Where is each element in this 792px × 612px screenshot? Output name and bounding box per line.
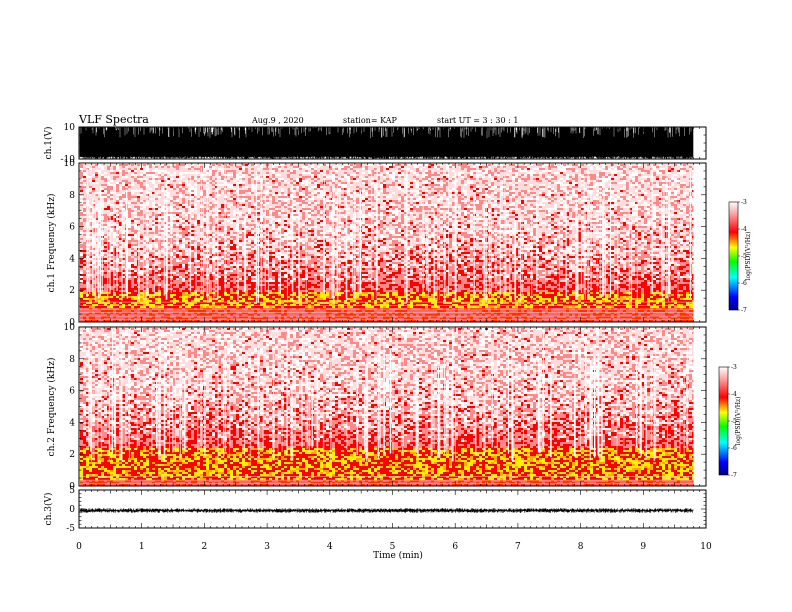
y-tick-label: 2 [69, 450, 75, 460]
y-tick-label: 0 [69, 318, 75, 328]
ch2-spectrogram-ticks: 0 2 4 6 8 10 [64, 323, 707, 492]
x-tick-label: 3 [264, 542, 270, 552]
y-tick-label: 6 [69, 387, 75, 397]
y-tick-label: 5 [69, 486, 75, 496]
ch3-waveform-trace [79, 508, 694, 513]
y-tick-label: 10 [64, 323, 76, 333]
x-tick-label: 10 [700, 542, 712, 552]
x-tick-label: 4 [327, 542, 333, 552]
figure-title: VLF Spectra [78, 113, 149, 126]
y-tick-label: 8 [69, 191, 75, 201]
colorbar-tick-label: -3 [731, 364, 737, 371]
ch3-waveform-panel: 5 0 -5 ch.3(V) [43, 486, 707, 534]
ch1-spectrogram-panel: 0 2 4 6 8 10 ch.1 Frequency (kHz) -3 -4 -5 -6 -7 … [46, 159, 752, 328]
ch3-waveform-ticks: 5 0 -5 [66, 486, 707, 534]
y-tick-label: 10 [64, 123, 76, 133]
ch2-spectrogram-panel: 0 2 4 6 8 10 ch.2 Frequency (kHz) -3 -4 -5 -6 -7 … [46, 323, 742, 492]
x-tick-label: 8 [578, 542, 584, 552]
colorbar-tick-label: -7 [741, 307, 747, 314]
y-tick-label: 8 [69, 355, 75, 365]
start-time-label: start UT = 3 : 30 : 1 [437, 116, 518, 125]
x-tick-label: 9 [640, 542, 646, 552]
x-tick-label: 7 [515, 542, 521, 552]
waveform-samples [79, 508, 694, 513]
ch2-spectrogram-ylabel: ch.2 Frequency (kHz) [46, 358, 57, 457]
date-label: Aug.9 , 2020 [251, 116, 304, 125]
colorbar-tick-label: -3 [741, 199, 747, 206]
x-tick-label: 6 [452, 542, 458, 552]
ch1-waveform-trace [79, 127, 694, 159]
y-tick-label: 6 [69, 223, 75, 233]
colorbar-tick-label: -4 [731, 391, 737, 398]
ch3-waveform-ylabel: ch.3(V) [43, 493, 54, 526]
ch1-colorbar-scale [728, 201, 739, 311]
colorbar-tick-label: -4 [741, 226, 747, 233]
ch1-waveform-ylabel: ch.1(V) [43, 127, 54, 160]
y-tick-label: 0 [69, 505, 75, 515]
ch2-colorbar-scale [718, 366, 729, 476]
station-label: station= KAP [343, 116, 398, 125]
ch1-colorbar: -3 -4 -5 -6 -7 log(PSD)(V²/Hz) [728, 199, 752, 314]
ch2-spectrogram-image [80, 327, 706, 486]
ch1-waveform-panel: 10 -10 ch.1(V) [43, 123, 707, 165]
colorbar-tick-label: -6 [731, 445, 737, 452]
colorbar-tick-label: -7 [731, 472, 737, 479]
waveform-samples [79, 127, 694, 159]
x-tick-label: 1 [139, 542, 145, 552]
x-axis-label: Time (min) [373, 550, 423, 561]
colorbar-tick-label: -5 [741, 253, 747, 260]
colorbar-tick-label: -5 [731, 418, 737, 425]
ch2-colorbar-label: log(PSD)(V²/Hz) [735, 397, 742, 446]
y-tick-label: 10 [64, 159, 76, 169]
y-tick-label: -10 [61, 155, 76, 165]
x-axis-tick-labels: 0 1 2 3 4 5 6 7 8 9 10 [76, 542, 712, 552]
x-tick-label: 5 [390, 542, 396, 552]
ch1-waveform-ticks: 10 -10 [61, 123, 707, 165]
ch1-spectrogram-image [80, 163, 706, 322]
y-tick-label: -5 [66, 524, 75, 534]
y-tick-label: 4 [69, 254, 75, 264]
ch2-colorbar: -3 -4 -5 -6 -7 log(PSD)(V²/Hz) [718, 364, 742, 479]
ch1-spectrogram-ticks: 0 2 4 6 8 10 [64, 159, 707, 328]
ch1-spectrogram-ylabel: ch.1 Frequency (kHz) [46, 194, 57, 293]
colorbar-tick-label: -6 [741, 280, 747, 287]
x-tick-label: 2 [202, 542, 208, 552]
y-tick-label: 2 [69, 286, 75, 296]
y-tick-label: 4 [69, 418, 75, 428]
x-tick-label: 0 [76, 542, 82, 552]
y-tick-label: 0 [69, 482, 75, 492]
ch1-colorbar-label: log(PSD)(V²/Hz) [745, 232, 752, 281]
